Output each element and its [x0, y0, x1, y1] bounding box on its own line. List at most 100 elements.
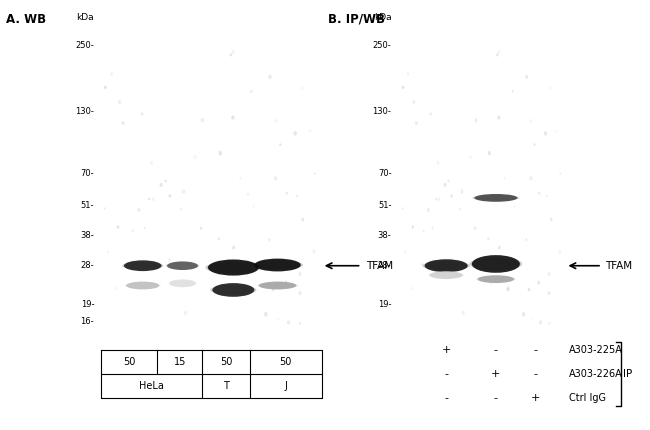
Circle shape: [549, 273, 550, 276]
Circle shape: [488, 238, 489, 240]
Text: 250-: 250-: [372, 41, 391, 50]
Ellipse shape: [205, 261, 261, 273]
Text: HeLa: HeLa: [139, 381, 164, 391]
Ellipse shape: [474, 194, 517, 202]
Ellipse shape: [259, 282, 296, 289]
Circle shape: [122, 122, 124, 125]
Circle shape: [499, 246, 500, 249]
Text: 38-: 38-: [81, 230, 94, 240]
Ellipse shape: [430, 271, 463, 279]
Circle shape: [117, 226, 119, 228]
Circle shape: [280, 144, 281, 145]
Circle shape: [497, 261, 499, 265]
Text: A303-226A: A303-226A: [569, 369, 623, 379]
Text: 28-: 28-: [81, 261, 94, 270]
Circle shape: [528, 288, 530, 291]
Text: 19-: 19-: [81, 300, 94, 309]
Circle shape: [497, 54, 498, 56]
Text: 19-: 19-: [378, 300, 391, 309]
Circle shape: [560, 173, 561, 174]
Circle shape: [244, 287, 246, 291]
Circle shape: [104, 208, 105, 209]
Text: J: J: [285, 381, 287, 391]
Ellipse shape: [210, 285, 257, 295]
Circle shape: [287, 321, 290, 324]
Circle shape: [265, 313, 267, 316]
Text: T: T: [223, 381, 229, 391]
Circle shape: [530, 177, 532, 180]
Circle shape: [201, 119, 203, 122]
Ellipse shape: [469, 257, 523, 270]
Circle shape: [218, 238, 220, 240]
Circle shape: [299, 292, 301, 295]
Ellipse shape: [424, 259, 468, 272]
Text: kDa: kDa: [374, 13, 391, 22]
Ellipse shape: [252, 260, 303, 270]
Circle shape: [272, 288, 274, 291]
Circle shape: [415, 122, 417, 125]
Circle shape: [274, 177, 276, 180]
Text: A303-225A: A303-225A: [569, 345, 623, 356]
Circle shape: [251, 91, 252, 92]
Circle shape: [169, 195, 171, 197]
Text: -: -: [444, 369, 448, 379]
Text: -: -: [494, 393, 498, 403]
Circle shape: [230, 54, 231, 56]
Circle shape: [230, 261, 233, 265]
Circle shape: [160, 183, 162, 187]
Circle shape: [474, 227, 476, 229]
Ellipse shape: [478, 275, 514, 283]
Circle shape: [428, 209, 429, 212]
Circle shape: [498, 116, 500, 119]
Circle shape: [300, 323, 301, 324]
Circle shape: [540, 321, 541, 324]
Ellipse shape: [124, 260, 161, 271]
Circle shape: [512, 91, 513, 92]
Ellipse shape: [422, 261, 470, 270]
Text: 28-: 28-: [378, 261, 391, 270]
Circle shape: [302, 218, 304, 221]
Circle shape: [538, 281, 540, 284]
Circle shape: [412, 226, 413, 228]
Text: 50: 50: [280, 357, 292, 367]
Circle shape: [534, 144, 535, 145]
Ellipse shape: [213, 283, 254, 297]
Circle shape: [551, 218, 552, 221]
Circle shape: [141, 113, 143, 115]
Ellipse shape: [125, 283, 161, 289]
Text: 15: 15: [174, 357, 186, 367]
Text: A. WB: A. WB: [6, 13, 47, 26]
Circle shape: [130, 264, 131, 265]
Circle shape: [138, 209, 140, 212]
Ellipse shape: [167, 261, 198, 270]
Ellipse shape: [472, 255, 520, 273]
Text: 51-: 51-: [81, 201, 94, 210]
Circle shape: [285, 281, 287, 284]
Circle shape: [269, 75, 271, 79]
Circle shape: [296, 195, 298, 197]
Ellipse shape: [166, 262, 200, 269]
Circle shape: [200, 227, 202, 229]
Circle shape: [402, 86, 404, 89]
Text: TFAM: TFAM: [605, 261, 632, 271]
Circle shape: [549, 323, 550, 324]
Circle shape: [232, 116, 234, 119]
Text: 70-: 70-: [378, 169, 391, 178]
Ellipse shape: [168, 280, 197, 286]
Circle shape: [545, 132, 547, 135]
Circle shape: [105, 86, 106, 89]
Circle shape: [144, 227, 146, 229]
Circle shape: [402, 208, 403, 209]
Ellipse shape: [257, 283, 298, 289]
Text: -: -: [444, 393, 448, 403]
Ellipse shape: [472, 195, 519, 201]
Circle shape: [118, 101, 120, 104]
Circle shape: [507, 287, 509, 291]
Circle shape: [268, 239, 270, 241]
Ellipse shape: [126, 282, 159, 289]
Text: 250-: 250-: [75, 41, 94, 50]
Text: -: -: [494, 345, 498, 356]
Ellipse shape: [208, 259, 259, 276]
Circle shape: [169, 259, 170, 261]
Circle shape: [413, 101, 415, 104]
